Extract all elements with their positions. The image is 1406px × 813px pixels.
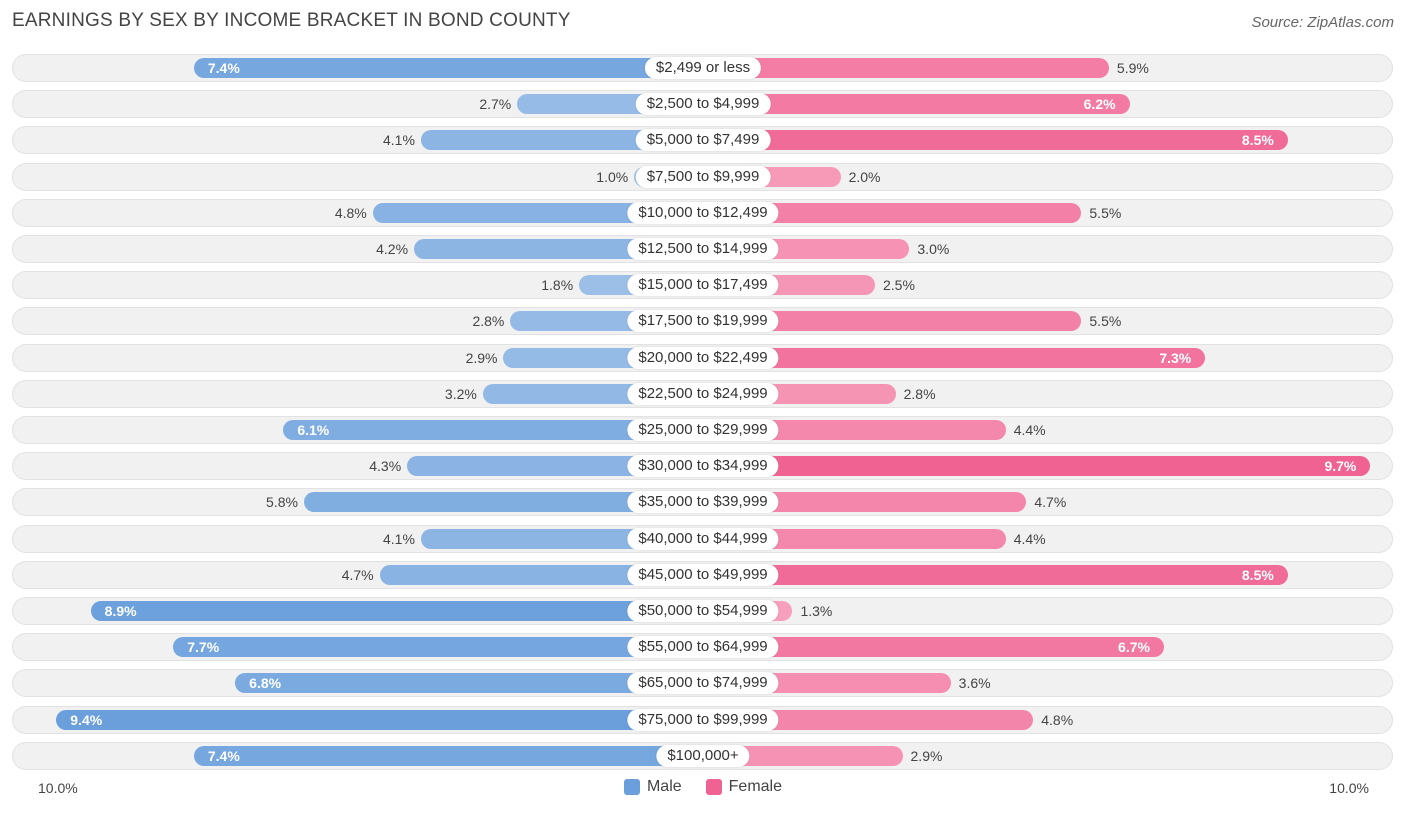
legend-label-female: Female [728, 778, 783, 795]
male-bar[interactable] [193, 58, 703, 78]
female-bar[interactable] [703, 564, 1288, 585]
male-bar[interactable] [379, 564, 703, 585]
category-label: $25,000 to $29,999 [627, 419, 779, 441]
legend-item-male[interactable]: Male [623, 778, 682, 796]
female-bar[interactable] [703, 528, 1006, 549]
female-bar[interactable] [703, 130, 1288, 151]
category-label: $15,000 to $17,499 [627, 274, 779, 297]
category-label: $100,000+ [656, 744, 750, 767]
female-bar[interactable] [703, 58, 1109, 78]
female-bar[interactable] [703, 347, 1206, 368]
source-label: Source: ZipAtlas.com [1251, 14, 1394, 31]
female-value-label: 4.4% [1013, 422, 1046, 438]
category-label: $40,000 to $44,999 [627, 527, 779, 550]
category-label: $45,000 to $49,999 [627, 563, 779, 586]
female-value-label: 2.5% [883, 277, 915, 294]
female-value-label: 3.6% [958, 675, 991, 692]
category-label: $55,000 to $64,999 [627, 636, 779, 659]
female-bar[interactable] [703, 492, 1027, 513]
female-value-label: 2.8% [903, 385, 936, 402]
category-label: $65,000 to $74,999 [627, 672, 779, 695]
male-value-label: 7.4% [207, 747, 240, 764]
female-bar[interactable] [703, 637, 1164, 658]
male-value-label: 2.9% [465, 349, 498, 366]
male-value-label: 1.8% [541, 277, 574, 294]
female-value-label: 6.2% [1083, 96, 1116, 113]
female-value-label: 4.7% [1034, 494, 1067, 511]
category-label: $7,500 to $9,999 [635, 165, 771, 188]
category-label: $50,000 to $54,999 [627, 600, 779, 622]
category-label: $12,500 to $14,999 [627, 238, 779, 260]
female-bar[interactable] [703, 202, 1082, 223]
male-bar[interactable] [235, 673, 703, 694]
female-bar[interactable] [703, 745, 903, 766]
male-value-label: 2.7% [479, 96, 512, 113]
female-value-label: 7.3% [1159, 349, 1192, 366]
female-value-label: 5.9% [1116, 60, 1149, 76]
male-value-label: 4.8% [334, 204, 367, 221]
female-value-label: 5.5% [1089, 313, 1122, 330]
legend-swatch-female [705, 779, 722, 795]
legend: Male Female [0, 778, 1406, 796]
male-value-label: 7.7% [187, 639, 220, 656]
male-value-label: 4.3% [369, 458, 402, 475]
female-bar[interactable] [703, 709, 1034, 730]
male-bar[interactable] [372, 202, 703, 223]
legend-swatch-male [623, 779, 640, 795]
male-value-label: 4.7% [341, 566, 374, 583]
male-bar[interactable] [193, 745, 703, 766]
female-value-label: 2.9% [910, 747, 943, 764]
category-label: $5,000 to $7,499 [635, 129, 771, 152]
male-bar[interactable] [173, 637, 703, 658]
male-value-label: 4.1% [383, 132, 415, 149]
female-bar[interactable] [703, 94, 1130, 115]
male-value-label: 7.4% [207, 60, 240, 76]
category-label: $20,000 to $22,499 [627, 346, 779, 369]
male-value-label: 1.0% [596, 168, 629, 185]
male-bar[interactable] [303, 492, 703, 513]
category-label: $35,000 to $39,999 [627, 491, 779, 514]
female-value-label: 8.5% [1241, 566, 1274, 583]
male-value-label: 8.9% [104, 603, 137, 619]
male-bar[interactable] [56, 709, 703, 730]
female-value-label: 1.3% [800, 603, 833, 619]
female-value-label: 3.0% [917, 241, 950, 257]
female-value-label: 4.8% [1041, 711, 1074, 728]
category-label: $22,500 to $24,999 [627, 382, 779, 405]
male-bar[interactable] [420, 130, 703, 151]
female-value-label: 8.5% [1241, 132, 1274, 149]
male-bar[interactable] [283, 420, 703, 440]
legend-item-female[interactable]: Female [705, 778, 783, 796]
female-value-label: 6.7% [1118, 639, 1150, 656]
female-value-label: 9.7% [1324, 458, 1357, 475]
male-bar[interactable] [90, 601, 703, 621]
category-label: $10,000 to $12,499 [627, 201, 779, 224]
female-value-label: 2.0% [848, 168, 881, 185]
male-value-label: 4.2% [376, 241, 409, 257]
legend-label-male: Male [646, 778, 682, 795]
chart-title: EARNINGS BY SEX BY INCOME BRACKET IN BON… [12, 10, 571, 31]
male-value-label: 2.8% [472, 313, 505, 330]
category-label: $75,000 to $99,999 [627, 708, 779, 731]
female-bar[interactable] [703, 420, 1006, 440]
axis-left-label: 10.0% [38, 780, 78, 796]
axis-right-label: 10.0% [1329, 780, 1369, 796]
male-value-label: 3.2% [444, 385, 477, 402]
female-bar[interactable] [703, 456, 1371, 477]
female-bar[interactable] [703, 311, 1082, 332]
female-value-label: 4.4% [1013, 530, 1046, 547]
male-value-label: 5.8% [266, 494, 298, 511]
female-value-label: 5.5% [1089, 204, 1122, 221]
category-label: $2,500 to $4,999 [635, 93, 771, 116]
male-value-label: 9.4% [70, 711, 103, 728]
category-label: $2,499 or less [644, 57, 762, 79]
male-value-label: 6.1% [297, 422, 330, 438]
category-label: $17,500 to $19,999 [627, 310, 779, 333]
male-value-label: 4.1% [383, 530, 415, 547]
category-label: $30,000 to $34,999 [627, 455, 779, 478]
male-value-label: 6.8% [249, 675, 282, 692]
